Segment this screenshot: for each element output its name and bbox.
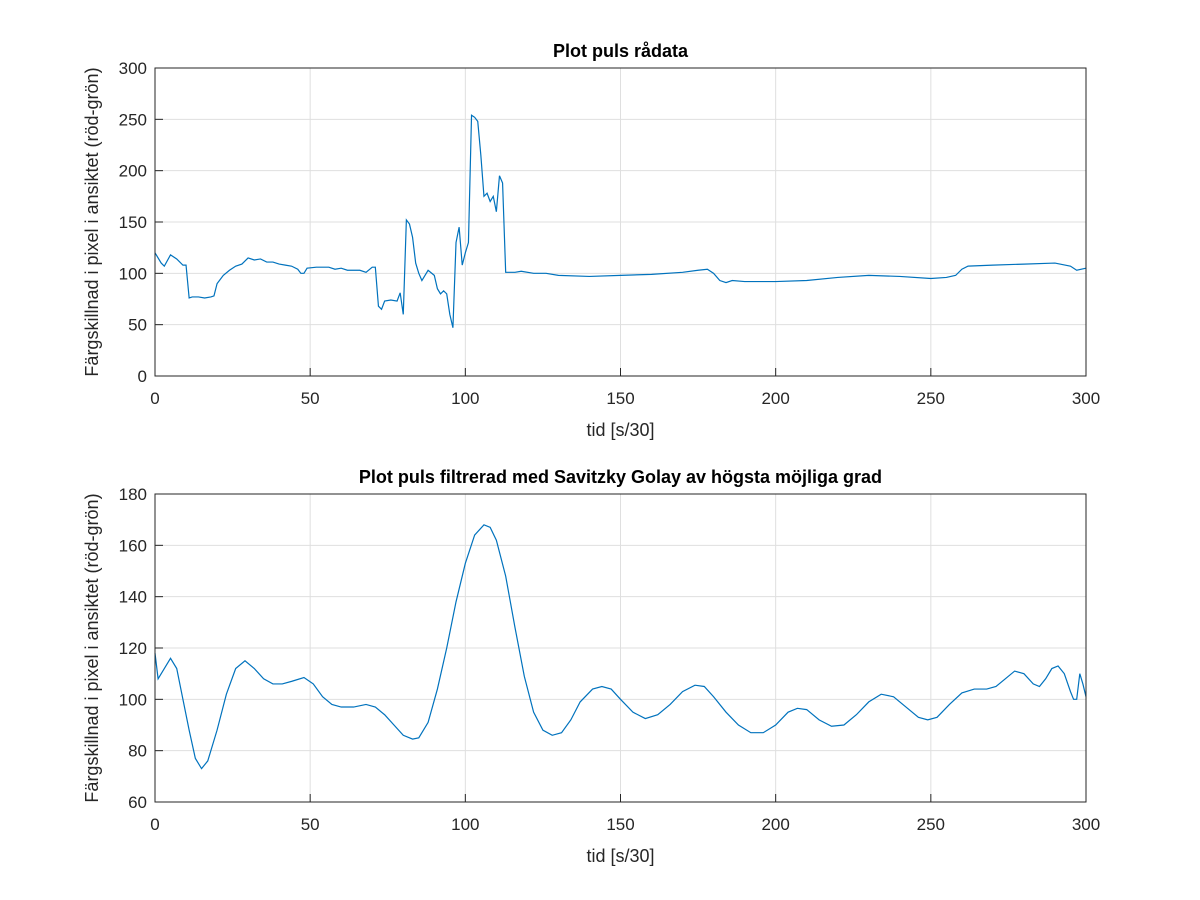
y-axis-label: Färgskillnad i pixel i ansiktet (röd-grö… — [82, 493, 102, 802]
y-tick-label: 0 — [138, 367, 147, 386]
chart-title: Plot puls filtrerad med Savitzky Golay a… — [359, 467, 882, 487]
y-tick-label: 180 — [119, 485, 147, 504]
x-tick-label: 100 — [451, 389, 479, 408]
x-tick-label: 0 — [150, 389, 159, 408]
y-tick-label: 120 — [119, 639, 147, 658]
y-tick-label: 160 — [119, 536, 147, 555]
x-axis-label: tid [s/30] — [586, 846, 654, 866]
data-line — [154, 524, 1087, 770]
axes-box — [154, 67, 1087, 377]
x-tick-label: 300 — [1072, 815, 1100, 834]
y-tick-label: 300 — [119, 59, 147, 78]
y-tick-label: 150 — [119, 213, 147, 232]
y-tick-label: 140 — [119, 588, 147, 607]
x-tick-label: 250 — [917, 389, 945, 408]
chart-title: Plot puls rådata — [553, 41, 689, 61]
y-tick-label: 250 — [119, 110, 147, 129]
x-tick-label: 250 — [917, 815, 945, 834]
x-tick-label: 0 — [150, 815, 159, 834]
x-tick-label: 50 — [301, 389, 320, 408]
x-tick-label: 100 — [451, 815, 479, 834]
y-tick-label: 200 — [119, 162, 147, 181]
y-tick-label: 60 — [128, 793, 147, 812]
axes-box — [154, 493, 1087, 803]
y-tick-label: 100 — [119, 264, 147, 283]
x-tick-label: 300 — [1072, 389, 1100, 408]
x-tick-label: 50 — [301, 815, 320, 834]
data-line — [154, 114, 1087, 328]
x-tick-label: 200 — [761, 389, 789, 408]
y-tick-label: 100 — [119, 690, 147, 709]
y-axis-label: Färgskillnad i pixel i ansiktet (röd-grö… — [82, 67, 102, 376]
y-tick-label: 80 — [128, 742, 147, 761]
x-tick-label: 200 — [761, 815, 789, 834]
x-tick-label: 150 — [606, 815, 634, 834]
x-axis-label: tid [s/30] — [586, 420, 654, 440]
y-tick-label: 50 — [128, 316, 147, 335]
x-tick-label: 150 — [606, 389, 634, 408]
